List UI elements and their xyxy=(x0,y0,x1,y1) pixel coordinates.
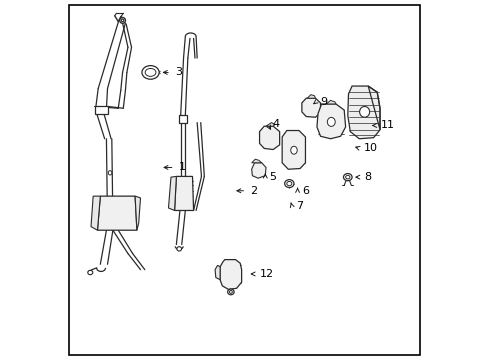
Polygon shape xyxy=(215,265,220,280)
Ellipse shape xyxy=(284,180,293,188)
Text: 11: 11 xyxy=(380,121,394,130)
Ellipse shape xyxy=(121,19,123,22)
Polygon shape xyxy=(97,196,137,230)
Polygon shape xyxy=(301,98,320,117)
Polygon shape xyxy=(316,104,345,139)
Polygon shape xyxy=(168,176,176,211)
Text: 7: 7 xyxy=(296,201,303,211)
Polygon shape xyxy=(306,95,315,98)
Ellipse shape xyxy=(120,18,125,23)
Text: 2: 2 xyxy=(250,186,257,196)
Polygon shape xyxy=(251,163,265,178)
Polygon shape xyxy=(347,86,379,139)
Ellipse shape xyxy=(286,181,291,186)
Polygon shape xyxy=(325,100,335,104)
Ellipse shape xyxy=(345,175,349,179)
Ellipse shape xyxy=(108,171,112,175)
Ellipse shape xyxy=(227,289,234,295)
Text: 9: 9 xyxy=(320,97,327,107)
Text: 6: 6 xyxy=(301,186,308,197)
Ellipse shape xyxy=(326,117,335,126)
Polygon shape xyxy=(174,176,193,211)
Polygon shape xyxy=(179,115,187,123)
Polygon shape xyxy=(220,260,241,289)
Ellipse shape xyxy=(343,174,351,181)
Polygon shape xyxy=(251,159,261,163)
Text: 1: 1 xyxy=(179,162,185,172)
Polygon shape xyxy=(282,131,305,169)
Polygon shape xyxy=(91,196,100,230)
Ellipse shape xyxy=(359,107,369,117)
Ellipse shape xyxy=(142,66,159,79)
Text: 8: 8 xyxy=(364,172,371,182)
Ellipse shape xyxy=(88,270,93,275)
Text: 3: 3 xyxy=(175,67,182,77)
Ellipse shape xyxy=(229,291,232,293)
Polygon shape xyxy=(94,107,108,114)
Text: 10: 10 xyxy=(364,143,378,153)
Ellipse shape xyxy=(145,68,156,76)
Text: 5: 5 xyxy=(269,172,276,182)
Polygon shape xyxy=(265,123,274,126)
Ellipse shape xyxy=(290,146,297,154)
Ellipse shape xyxy=(177,247,181,251)
Text: 4: 4 xyxy=(271,120,279,129)
Polygon shape xyxy=(259,126,279,149)
Text: 12: 12 xyxy=(259,269,273,279)
Polygon shape xyxy=(135,196,140,230)
